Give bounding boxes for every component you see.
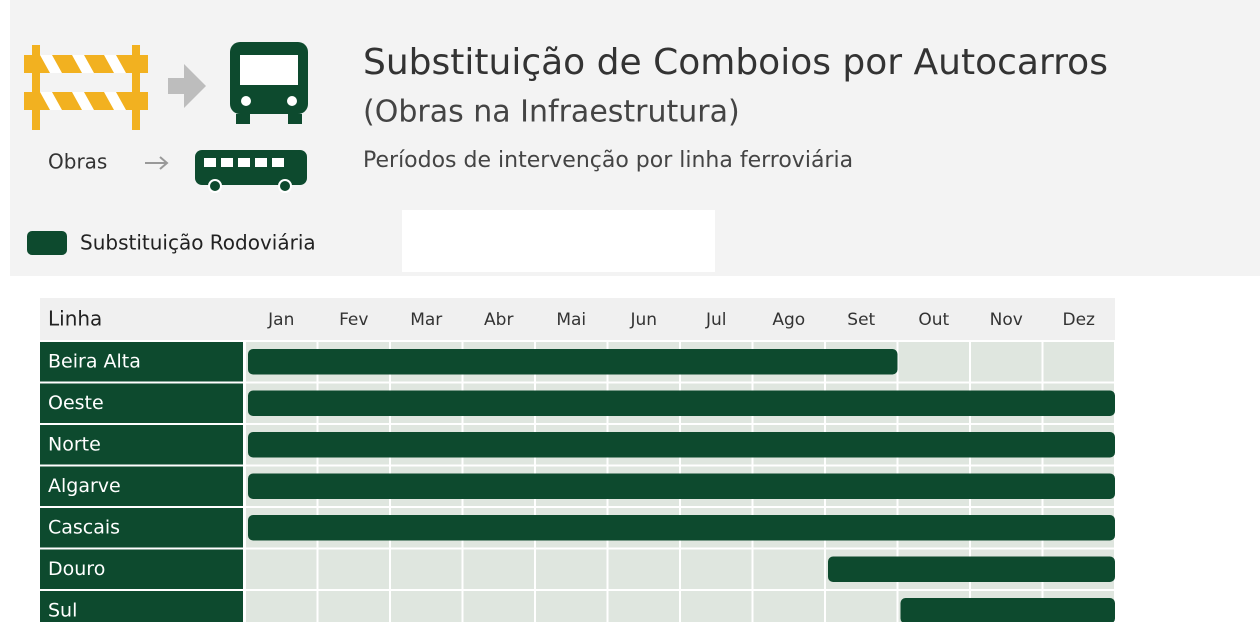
- month-label: Mai: [556, 310, 586, 330]
- month-label: Ago: [772, 310, 805, 330]
- row-label: Norte: [48, 433, 101, 455]
- task-bar: [248, 390, 1115, 416]
- month-label: Mar: [410, 310, 442, 330]
- small-arrow: [145, 156, 169, 170]
- month-cell: [608, 591, 679, 622]
- month-label: Jun: [629, 310, 657, 330]
- month-cell: [608, 549, 679, 589]
- blank-box: [402, 210, 715, 272]
- task-bar: [248, 473, 1115, 499]
- row-label: Douro: [48, 558, 105, 580]
- row-label-cell: [40, 549, 243, 589]
- row-header: Linha: [48, 307, 102, 331]
- task-bar: [900, 598, 1115, 622]
- month-cell: [1043, 342, 1114, 382]
- small-bus-icon: [195, 150, 307, 193]
- bus-icon: [230, 42, 308, 124]
- month-label: Dez: [1063, 310, 1096, 330]
- arrow-icon: [168, 64, 206, 108]
- month-cell: [246, 591, 317, 622]
- month-cell: [463, 591, 534, 622]
- legend-swatch: [27, 231, 67, 255]
- barrier-icon: [24, 45, 148, 130]
- description: Períodos de intervenção por linha ferrov…: [363, 148, 853, 173]
- month-label: Set: [847, 310, 875, 330]
- month-cell: [971, 342, 1042, 382]
- task-bar: [248, 515, 1115, 541]
- row-label: Sul: [48, 599, 77, 621]
- month-cell: [753, 591, 824, 622]
- subtitle: (Obras na Infraestrutura): [363, 95, 740, 130]
- month-cell: [391, 591, 462, 622]
- row-label-cell: [40, 508, 243, 548]
- legend-label: Substituição Rodoviária: [80, 231, 316, 255]
- row-label: Oeste: [48, 392, 104, 414]
- month-cell: [681, 549, 752, 589]
- month-cell: [391, 549, 462, 589]
- month-cell: [898, 342, 969, 382]
- month-label: Out: [918, 310, 949, 330]
- month-label: Jan: [267, 310, 294, 330]
- icon-label: Obras: [48, 150, 107, 174]
- month-cell: [826, 591, 897, 622]
- month-cell: [681, 591, 752, 622]
- month-cell: [463, 549, 534, 589]
- header-row: [40, 298, 1115, 340]
- month-cell: [753, 549, 824, 589]
- row-label: Beira Alta: [48, 350, 141, 372]
- month-label: Abr: [484, 310, 513, 330]
- row-label: Algarve: [48, 475, 121, 497]
- row-label: Cascais: [48, 516, 120, 538]
- task-bar: [828, 556, 1115, 582]
- month-cell: [246, 549, 317, 589]
- row-label-cell: [40, 591, 243, 622]
- month-cell: [318, 591, 389, 622]
- month-label: Nov: [990, 310, 1023, 330]
- task-bar: [248, 432, 1115, 458]
- row-label-cell: [40, 425, 243, 465]
- month-label: Jul: [705, 310, 727, 330]
- task-bar: [248, 349, 898, 375]
- month-label: Fev: [339, 310, 368, 330]
- month-cell: [536, 591, 607, 622]
- row-label-cell: [40, 466, 243, 506]
- row-label-cell: [40, 383, 243, 423]
- month-cell: [318, 549, 389, 589]
- title: Substituição de Comboios por Autocarros: [363, 42, 1108, 83]
- month-cell: [536, 549, 607, 589]
- row-label-cell: [40, 342, 243, 382]
